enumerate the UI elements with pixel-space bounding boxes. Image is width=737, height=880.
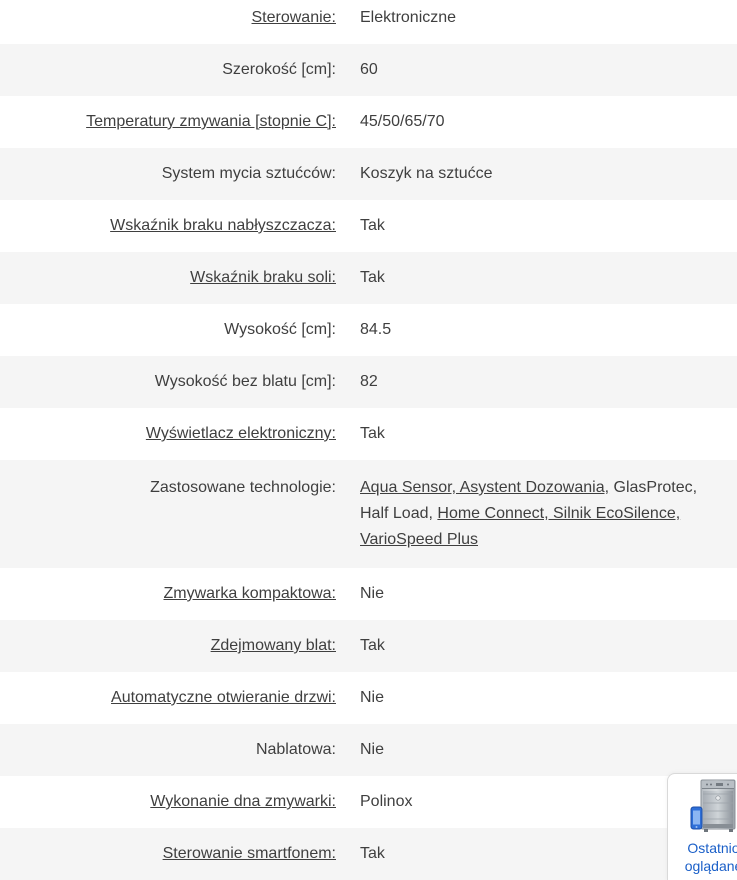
spec-label: Wysokość [cm]: — [224, 321, 336, 338]
spec-label-link[interactable]: Sterowanie: — [251, 9, 337, 26]
spec-row: Zdejmowany blat: Tak — [0, 620, 737, 672]
spec-value: Nie — [360, 741, 385, 758]
spec-row: Sterowanie: Elektroniczne — [0, 0, 737, 44]
spec-label-link[interactable]: Wskaźnik braku soli: — [190, 269, 336, 286]
spec-label-link[interactable]: Wykonanie dna zmywarki: — [150, 793, 336, 810]
spec-value: Aqua Sensor, Asystent Dozowania, GlasPro… — [360, 475, 737, 553]
spec-row: Wyświetlacz elektroniczny: Tak — [0, 408, 737, 460]
spec-label-cell: Wskaźnik braku soli: — [0, 265, 336, 291]
spec-label: System mycia sztućców: — [161, 165, 336, 182]
spec-value: Tak — [360, 425, 385, 442]
spec-row: System mycia sztućców: Koszyk na sztućce — [0, 148, 737, 200]
spec-row: Wskaźnik braku soli: Tak — [0, 252, 737, 304]
spec-row: Wysokość [cm]: 84.5 — [0, 304, 737, 356]
spec-value: Nie — [360, 689, 385, 706]
spec-label-link[interactable]: Sterowanie smartfonem: — [162, 845, 336, 862]
recently-viewed-label: Ostatnio oglądane — [684, 840, 737, 874]
spec-value: Nie — [360, 585, 385, 602]
spec-value: 84.5 — [360, 321, 392, 338]
spec-row: Wskaźnik braku nabłyszczacza: Tak — [0, 200, 737, 252]
spec-label-cell: Wysokość bez blatu [cm]: — [0, 369, 336, 395]
spec-value: 60 — [360, 61, 378, 78]
spec-label-cell: Sterowanie: — [0, 5, 337, 31]
spec-label-cell: Wysokość [cm]: — [0, 317, 336, 343]
spec-label-link[interactable]: Zdejmowany blat: — [210, 637, 336, 654]
spec-label-cell: Zdejmowany blat: — [0, 633, 336, 659]
spec-label: Nablatowa: — [255, 741, 336, 758]
spec-label-cell: Automatyczne otwieranie drzwi: — [0, 685, 336, 711]
spec-label-cell: Wyświetlacz elektroniczny: — [0, 421, 336, 447]
spec-label-link[interactable]: Temperatury zmywania [stopnie C]: — [86, 113, 336, 130]
spec-row: Wysokość bez blatu [cm]: 82 — [0, 356, 737, 408]
technology-link[interactable]: Home Connect, Silnik EcoSilence, VarioSp… — [360, 505, 681, 548]
spec-value: Tak — [360, 637, 385, 654]
spec-row: Zmywarka kompaktowa: Nie — [0, 568, 737, 620]
spec-value: Tak — [360, 217, 385, 234]
spec-value: Tak — [360, 269, 385, 286]
spec-label-link[interactable]: Wskaźnik braku nabłyszczacza: — [110, 217, 336, 234]
spec-row: Sterowanie smartfonem: Tak — [0, 828, 737, 880]
spec-label: Szerokość [cm]: — [222, 61, 336, 78]
spec-label-cell: Zastosowane technologie: — [0, 475, 336, 501]
spec-label-link[interactable]: Zmywarka kompaktowa: — [163, 585, 337, 602]
spec-row: Nablatowa: Nie — [0, 724, 737, 776]
spec-value: Polinox — [360, 793, 413, 810]
technology-link[interactable]: Aqua Sensor, Asystent Dozowania, — [360, 479, 610, 496]
spec-label-cell: Temperatury zmywania [stopnie C]: — [0, 109, 336, 135]
spec-value: 82 — [360, 373, 378, 390]
spec-label: Zastosowane technologie: — [150, 479, 336, 496]
spec-row: Wykonanie dna zmywarki: Polinox — [0, 776, 737, 828]
spec-value: 45/50/65/70 — [360, 113, 445, 130]
recently-viewed-widget[interactable]: Ostatnio oglądane — [667, 773, 737, 880]
spec-value: Tak — [360, 845, 385, 862]
spec-label-cell: Szerokość [cm]: — [0, 57, 336, 83]
spec-label-cell: Wskaźnik braku nabłyszczacza: — [0, 213, 336, 239]
spec-label: Wysokość bez blatu [cm]: — [154, 373, 336, 390]
technology-text: GlasProtec, Half Load, — [360, 479, 698, 522]
spec-row: Temperatury zmywania [stopnie C]: 45/50/… — [0, 96, 737, 148]
dishwasher-product-image — [668, 779, 737, 837]
spec-value: Elektroniczne — [360, 9, 457, 26]
spec-label-link[interactable]: Wyświetlacz elektroniczny: — [145, 425, 336, 442]
spec-label-cell: Sterowanie smartfonem: — [0, 841, 336, 867]
spec-label-cell: System mycia sztućców: — [0, 161, 336, 187]
spec-label-cell: Nablatowa: — [0, 737, 336, 763]
spec-row: Szerokość [cm]: 60 — [0, 44, 737, 96]
spec-row: Automatyczne otwieranie drzwi: Nie — [0, 672, 737, 724]
spec-value: Koszyk na sztućce — [360, 165, 493, 182]
spec-label-cell: Zmywarka kompaktowa: — [0, 581, 337, 607]
spec-row: Zastosowane technologie: Aqua Sensor, As… — [0, 460, 737, 568]
spec-label-link[interactable]: Automatyczne otwieranie drzwi: — [111, 689, 336, 706]
spec-label-cell: Wykonanie dna zmywarki: — [0, 789, 336, 815]
